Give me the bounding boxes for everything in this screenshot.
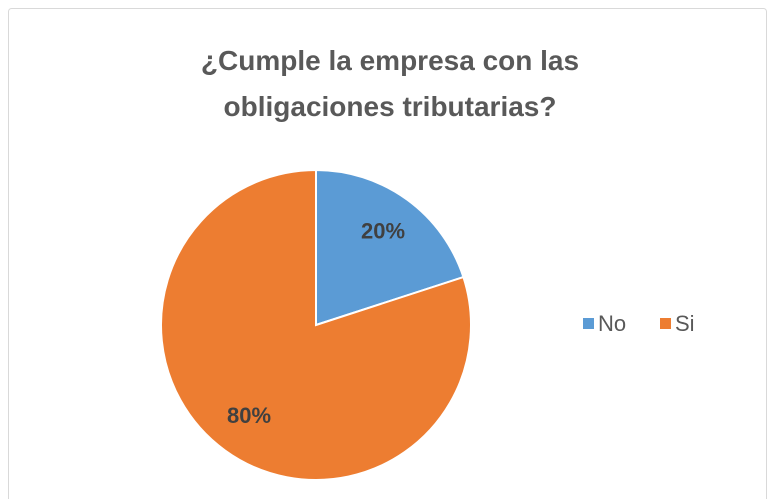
chart-title: ¿Cumple la empresa con las obligaciones … bbox=[200, 45, 580, 122]
pie-slice bbox=[315, 168, 465, 327]
pie-slice bbox=[160, 168, 472, 481]
legend-swatch bbox=[660, 318, 671, 329]
data-label: 20% bbox=[361, 219, 405, 244]
legend-label: Si bbox=[675, 311, 695, 336]
data-label: 80% bbox=[227, 403, 271, 428]
legend-swatch bbox=[583, 318, 594, 329]
legend-label: No bbox=[598, 311, 626, 336]
